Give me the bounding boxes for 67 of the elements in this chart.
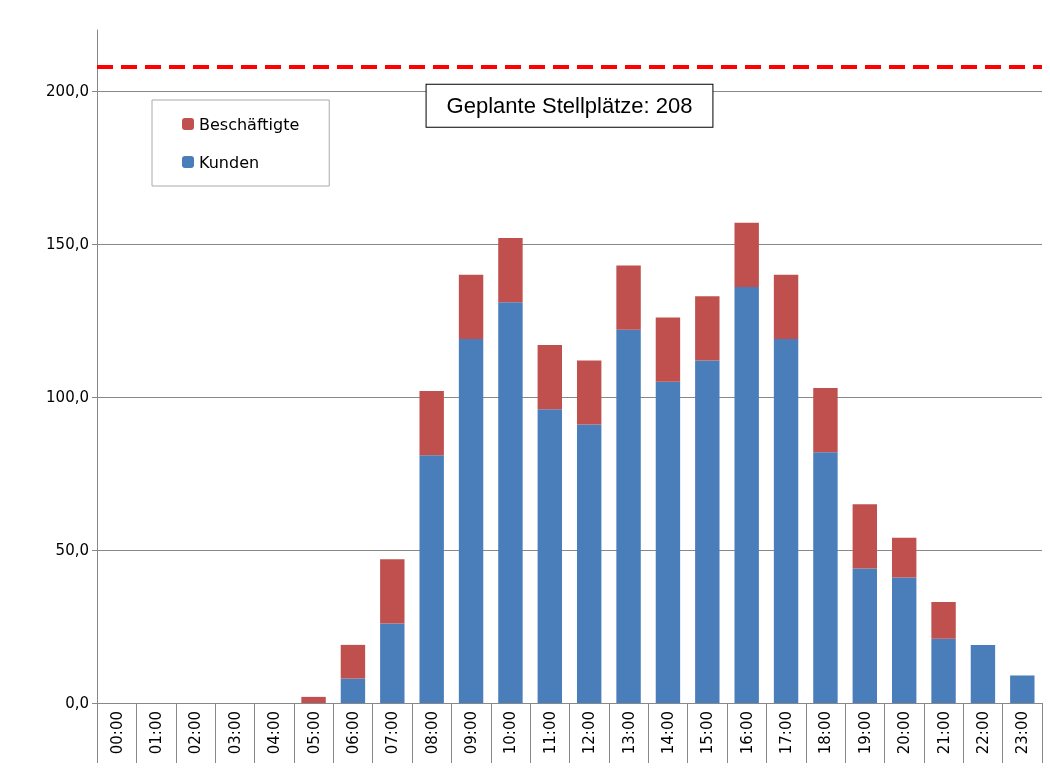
bar bbox=[419, 390, 444, 456]
bar bbox=[419, 455, 444, 703]
x-tick-label: 14:00 bbox=[658, 711, 677, 755]
x-tick-label: 17:00 bbox=[777, 711, 796, 755]
x-tick-label: 10:00 bbox=[501, 711, 520, 755]
bar bbox=[340, 678, 366, 703]
y-tick-label: 100,0 bbox=[46, 388, 89, 407]
x-tick-label: 02:00 bbox=[186, 711, 205, 755]
bar bbox=[537, 409, 563, 703]
x-tick-label: 12:00 bbox=[580, 711, 599, 755]
bar bbox=[537, 345, 563, 410]
x-tick-label: 03:00 bbox=[225, 711, 244, 755]
x-tick-label: 13:00 bbox=[619, 711, 638, 755]
bar bbox=[813, 452, 838, 703]
bar bbox=[970, 644, 996, 703]
bar bbox=[734, 222, 759, 287]
bar bbox=[695, 360, 720, 703]
x-tick-label: 16:00 bbox=[737, 711, 756, 755]
bar bbox=[931, 638, 956, 703]
bar bbox=[695, 296, 720, 361]
x-tick-label: 06:00 bbox=[343, 711, 362, 755]
y-tick-label: 200,0 bbox=[46, 82, 89, 101]
bar bbox=[734, 286, 759, 703]
bar bbox=[380, 559, 405, 624]
bar bbox=[852, 504, 878, 569]
bar bbox=[498, 238, 523, 303]
x-tick-label: 23:00 bbox=[1013, 711, 1032, 755]
bar bbox=[931, 602, 956, 639]
bar bbox=[1010, 675, 1035, 703]
x-tick-label: 19:00 bbox=[855, 711, 874, 755]
legend-label: Kunden bbox=[199, 152, 260, 172]
bar bbox=[891, 537, 917, 578]
x-tick-label: 20:00 bbox=[895, 711, 914, 755]
bar bbox=[852, 568, 878, 703]
y-tick-label: 0,0 bbox=[65, 694, 89, 712]
x-tick-label: 09:00 bbox=[462, 711, 481, 755]
bar bbox=[340, 644, 366, 679]
x-tick-label: 18:00 bbox=[816, 711, 835, 755]
x-tick-label: 21:00 bbox=[934, 711, 953, 755]
y-tick-label: 50,0 bbox=[55, 541, 89, 560]
x-tick-label: 05:00 bbox=[304, 711, 323, 755]
x-tick-label: 08:00 bbox=[422, 711, 441, 755]
bar bbox=[655, 317, 681, 382]
bar bbox=[616, 329, 641, 703]
bar bbox=[773, 338, 799, 703]
bar bbox=[458, 338, 484, 703]
legend-label: Beschäftigte bbox=[199, 114, 300, 134]
x-tick-label: 07:00 bbox=[383, 711, 402, 755]
x-tick-label: 00:00 bbox=[107, 711, 126, 755]
x-tick-label: 04:00 bbox=[265, 711, 284, 755]
bar bbox=[813, 387, 838, 453]
ref-line-label: Geplante Stellplätze: 208 bbox=[446, 93, 693, 119]
bar bbox=[616, 265, 641, 330]
bar bbox=[380, 623, 405, 703]
y-tick-label: 150,0 bbox=[46, 235, 89, 254]
bar bbox=[891, 577, 917, 703]
bar bbox=[498, 302, 523, 703]
bar bbox=[576, 360, 602, 425]
bar bbox=[655, 381, 681, 703]
bar bbox=[458, 274, 484, 339]
x-tick-label: 11:00 bbox=[540, 711, 559, 755]
bar bbox=[576, 424, 602, 703]
x-tick-label: 01:00 bbox=[147, 711, 166, 755]
x-tick-label: 22:00 bbox=[973, 711, 992, 755]
bar bbox=[301, 696, 326, 703]
x-tick-label: 15:00 bbox=[698, 711, 717, 755]
bar bbox=[773, 274, 799, 339]
